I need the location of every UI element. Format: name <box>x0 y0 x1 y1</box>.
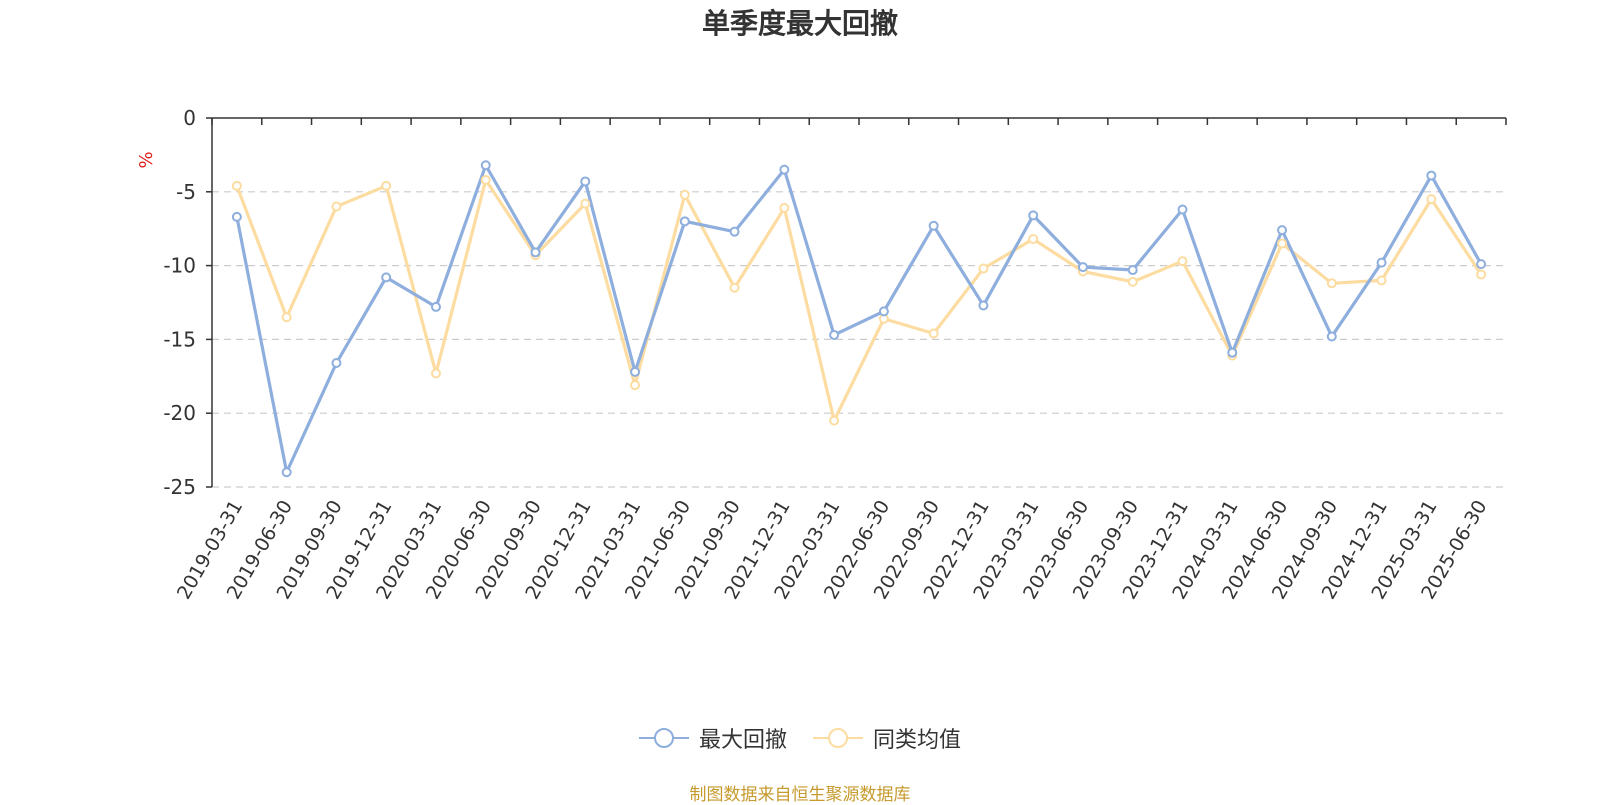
line-chart: % 0-5-10-15-20-252019-03-312019-06-30201… <box>136 106 1507 603</box>
series-1-point-2022-12-31 <box>978 263 989 274</box>
series-0-point-2022-09-30 <box>928 220 939 231</box>
series-1-point-2024-12-31 <box>1376 275 1387 286</box>
series-0-point-2023-06-30 <box>1077 262 1088 273</box>
y-tick-label--25: -25 <box>163 475 196 499</box>
legend-marker-peer-average-icon <box>813 728 863 748</box>
y-tick-label--10: -10 <box>163 254 196 278</box>
legend: 最大回撤 同类均值 <box>0 722 1600 754</box>
legend-item-peer-average[interactable]: 同类均值 <box>813 722 961 754</box>
legend-marker-max-drawdown-icon <box>638 728 689 748</box>
series-1-point-2021-06-30 <box>679 189 690 200</box>
series-0-point-2020-09-30 <box>530 247 541 258</box>
series-0-point-2021-12-31 <box>779 164 790 175</box>
legend-label-peer-average: 同类均值 <box>873 728 962 753</box>
series-0-point-2021-06-30 <box>679 216 690 227</box>
series-1-point-2021-12-31 <box>779 203 790 214</box>
series-1-point-2020-12-31 <box>580 198 591 209</box>
series-0-point-2019-06-30 <box>281 467 292 478</box>
series-1-point-2023-09-30 <box>1127 276 1138 287</box>
series-0-point-2024-03-31 <box>1227 347 1238 358</box>
series-0-point-2022-12-31 <box>978 300 989 311</box>
series-line-0 <box>235 163 1483 474</box>
series-0-point-2019-12-31 <box>381 272 392 283</box>
series-line-1 <box>235 178 1483 423</box>
grid-lines <box>212 191 1506 488</box>
series-0-point-2023-12-31 <box>1177 204 1188 215</box>
series-1-point-2025-06-30 <box>1476 269 1487 280</box>
series-0-point-2020-06-30 <box>480 160 491 171</box>
series-1-point-2022-03-31 <box>829 415 840 426</box>
series-0-point-2024-06-30 <box>1277 225 1288 236</box>
series-1-point-2019-09-30 <box>331 201 342 212</box>
axes <box>206 117 1507 488</box>
series-0-point-2025-06-30 <box>1476 259 1487 270</box>
series-1-point-2020-03-31 <box>430 368 441 379</box>
y-axis-unit-label: % <box>136 151 157 168</box>
source-note: 制图数据来自恒生聚源数据库 <box>689 785 911 805</box>
series-0-point-2021-09-30 <box>729 226 740 237</box>
legend-item-max-drawdown[interactable]: 最大回撤 <box>638 722 787 754</box>
series-0-point-2025-03-31 <box>1426 170 1437 181</box>
series-1-point-2024-09-30 <box>1326 278 1337 289</box>
y-tick-label--5: -5 <box>176 180 196 204</box>
series-1-point-2023-12-31 <box>1177 256 1188 267</box>
series-1-point-2019-06-30 <box>281 312 292 323</box>
y-tick-label-0: 0 <box>183 106 196 130</box>
chart-title: 单季度最大回撤 <box>701 7 898 40</box>
series-0-point-2022-06-30 <box>878 306 889 317</box>
series-0-point-2019-03-31 <box>231 211 242 222</box>
series-1-point-2021-03-31 <box>630 380 641 391</box>
y-tick-label--15: -15 <box>163 327 196 351</box>
y-tick-label--20: -20 <box>163 401 196 425</box>
series-0-point-2023-09-30 <box>1127 265 1138 276</box>
series-1-point-2021-09-30 <box>729 282 740 293</box>
series-1-point-2019-03-31 <box>231 180 242 191</box>
series-0-point-2020-12-31 <box>580 176 591 187</box>
series-1-point-2020-06-30 <box>480 174 491 185</box>
series-0-point-2021-03-31 <box>630 366 641 377</box>
series-0-point-2024-12-31 <box>1376 257 1387 268</box>
series-0-point-2020-03-31 <box>430 301 441 312</box>
series-0-point-2022-03-31 <box>829 329 840 340</box>
series-0-point-2023-03-31 <box>1028 210 1039 221</box>
series-1-point-2019-12-31 <box>381 180 392 191</box>
series-0-point-2024-09-30 <box>1326 331 1337 342</box>
series <box>231 160 1487 478</box>
tick-labels: 0-5-10-15-20-252019-03-312019-06-302019-… <box>163 106 1491 603</box>
series-0-point-2019-09-30 <box>331 358 342 369</box>
series-1-point-2025-03-31 <box>1426 194 1437 205</box>
series-1-point-2023-03-31 <box>1028 234 1039 245</box>
series-1-point-2022-09-30 <box>928 328 939 339</box>
series-1-point-2024-06-30 <box>1277 238 1288 249</box>
legend-label-max-drawdown: 最大回撤 <box>698 728 787 753</box>
